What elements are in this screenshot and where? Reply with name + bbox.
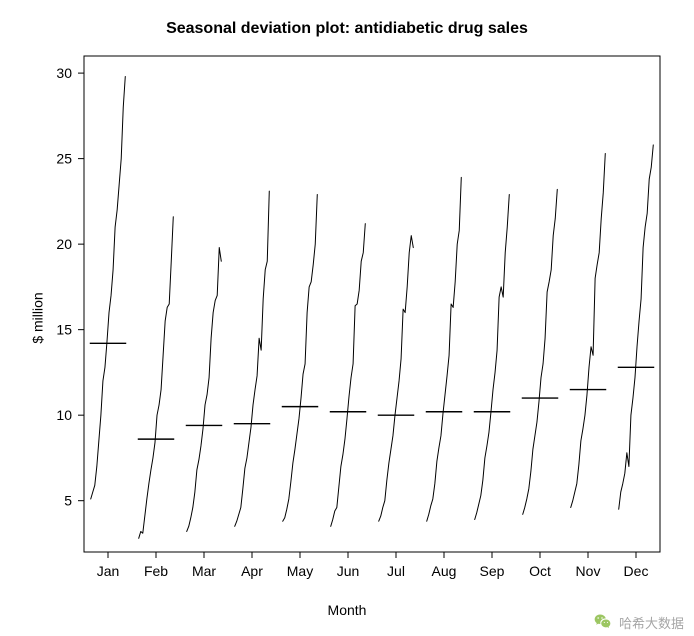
x-tick-label: May xyxy=(287,563,313,579)
x-axis-label: Month xyxy=(0,602,694,618)
x-tick-label: Sep xyxy=(480,563,505,579)
watermark-text: 哈希大数据 xyxy=(619,613,684,632)
month-series xyxy=(187,248,222,532)
y-tick-label: 10 xyxy=(56,407,72,423)
x-tick-label: Jul xyxy=(387,563,405,579)
month-series xyxy=(619,145,654,509)
wechat-icon xyxy=(593,612,613,632)
seasonal-plot: 5 10 15 20 25 30 Jan Feb Mar Apr May Jun Jul Aug Sep Oc… xyxy=(0,0,694,636)
month-series xyxy=(331,224,366,527)
x-tick-label: Nov xyxy=(576,563,601,579)
month-series xyxy=(475,195,510,520)
month-series xyxy=(91,77,126,499)
watermark: 哈希大数据 xyxy=(593,612,684,632)
y-tick-label: 30 xyxy=(56,65,72,81)
x-tick-label: Apr xyxy=(241,563,263,579)
month-series xyxy=(235,191,270,526)
x-tick-label: Feb xyxy=(144,563,168,579)
month-series xyxy=(571,153,606,507)
x-tick-label: Aug xyxy=(432,563,457,579)
x-tick-label: Oct xyxy=(529,563,551,579)
x-tick-label: Mar xyxy=(192,563,216,579)
y-tick-label: 25 xyxy=(56,151,72,167)
month-series xyxy=(523,189,558,514)
y-axis-label: $ million xyxy=(30,292,46,343)
y-tick-label: 20 xyxy=(56,236,72,252)
x-tick-label: Jan xyxy=(97,563,120,579)
plot-box xyxy=(84,56,660,552)
month-series xyxy=(139,217,174,539)
y-tick-label: 5 xyxy=(64,493,72,509)
y-tick-label: 15 xyxy=(56,322,72,338)
chart-container: Seasonal deviation plot: antidiabetic dr… xyxy=(0,0,694,636)
month-series xyxy=(283,195,318,522)
month-series xyxy=(427,177,462,521)
x-tick-label: Dec xyxy=(624,563,649,579)
chart-title: Seasonal deviation plot: antidiabetic dr… xyxy=(0,20,694,38)
month-series xyxy=(379,236,414,522)
x-tick-label: Jun xyxy=(337,563,360,579)
